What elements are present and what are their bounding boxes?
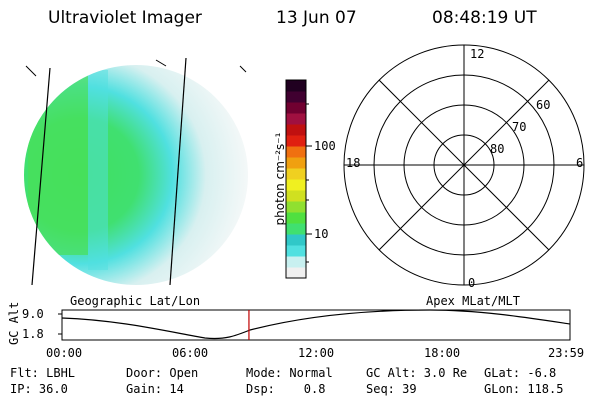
date-label: 13 Jun 07 [276, 8, 357, 28]
colorbar-segment [286, 256, 306, 268]
colorbar-segment [286, 91, 306, 103]
colorbar-tick-100: 100 [314, 139, 336, 153]
x-tick-1200: 12:00 [298, 346, 335, 360]
tick-mark [25, 65, 37, 77]
colorbar-segment [286, 80, 306, 92]
y-axis-title: GC Alt [7, 301, 21, 345]
x-tick-2359: 23:59 [548, 346, 585, 360]
info-flt: Flt: LBHL [10, 366, 76, 380]
info-dsp: Dsp: 0.8 [246, 382, 326, 396]
colorbar-segment [286, 113, 306, 125]
info-ip: IP: 36.0 [10, 382, 68, 396]
time-label: 08:48:19 UT [432, 8, 537, 28]
x-tick-1800: 18:00 [424, 346, 461, 360]
polar-grid [343, 44, 585, 286]
colorbar-segment [286, 245, 306, 257]
x-tick-0600: 06:00 [172, 346, 209, 360]
mlt-label-12: 12 [470, 47, 485, 61]
colorbar-segment [286, 146, 306, 158]
colorbar-segment [286, 201, 306, 213]
info-mode: Mode: Normal [246, 366, 333, 380]
colorbar-segment [286, 179, 306, 191]
colorbar-segment [286, 168, 306, 180]
lat-label-70: 70 [512, 120, 527, 134]
colorbar-segment [286, 135, 306, 147]
mlt-label-0: 0 [468, 276, 476, 290]
colorbar-tick-10: 10 [314, 227, 329, 241]
lat-label-60: 60 [536, 98, 551, 112]
timeline-plot [58, 309, 571, 341]
geo-label: Geographic Lat/Lon [70, 294, 201, 308]
mlt-label-6: 6 [576, 156, 584, 170]
lat-label-80: 80 [490, 142, 505, 156]
altitude-curve [61, 309, 571, 340]
info-seq: Seq: 39 [366, 382, 417, 396]
colorbar-segment [286, 234, 306, 246]
colorbar-unit-label: photon cm⁻²s⁻¹ [273, 132, 287, 226]
colorbar-segment [286, 223, 306, 235]
info-glon: GLon: 118.5 [484, 382, 564, 396]
info-door: Door: Open [126, 366, 199, 380]
colorbar-segment [286, 157, 306, 169]
info-gc-alt: GC Alt: 3.0 Re [366, 366, 468, 380]
info-glat: GLat: -6.8 [484, 366, 557, 380]
apex-label: Apex MLat/MLT [426, 294, 520, 308]
colorbar-segment [286, 102, 306, 114]
color-bar [286, 80, 306, 279]
tick-mark [155, 59, 167, 67]
colorbar-segment [286, 124, 306, 136]
y-tick-1-8: 1.8 [22, 327, 44, 341]
x-tick-0000: 00:00 [46, 346, 83, 360]
colorbar-segment [286, 190, 306, 202]
colorbar-segment [286, 212, 306, 224]
tick-mark [239, 65, 247, 73]
info-gain: Gain: 14 [126, 382, 184, 396]
colorbar-segment [286, 267, 306, 279]
mlt-label-18: 18 [346, 156, 361, 170]
y-tick-9: 9.0 [22, 307, 44, 321]
limb-line-left [31, 67, 51, 286]
instrument-title: Ultraviolet Imager [48, 8, 202, 28]
limb-line-right [169, 57, 187, 286]
